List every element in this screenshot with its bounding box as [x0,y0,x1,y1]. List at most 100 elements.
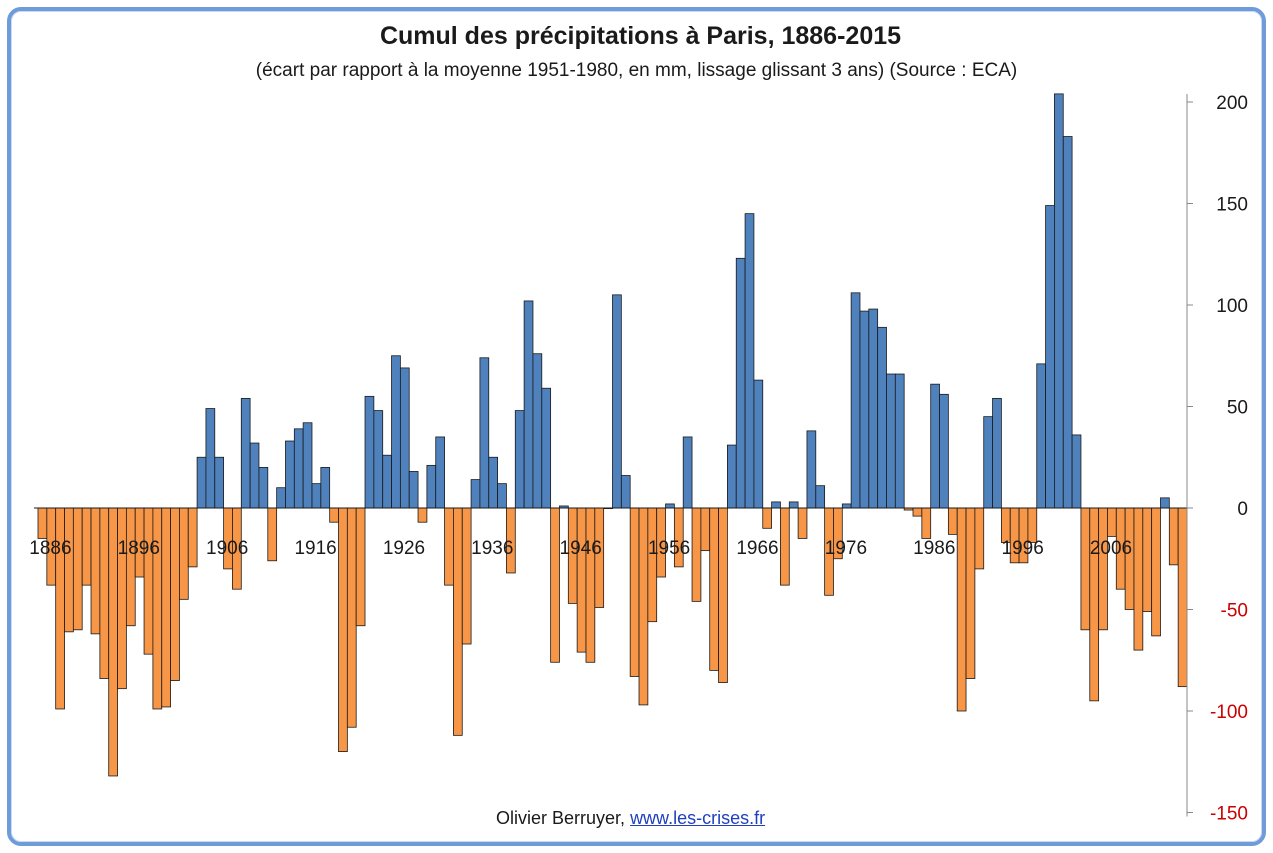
bar-1927 [399,367,410,509]
y-tick-label: -100 [1210,702,1248,723]
bar-1983 [894,373,905,509]
bar-1970 [780,507,790,586]
bar-2015 [1177,507,1188,688]
bar-1988 [939,393,949,509]
bar-2010 [1133,507,1144,651]
bar-1979 [859,310,870,509]
x-tick-label: 1916 [294,538,336,559]
bar-1905 [205,408,216,509]
bar-1900 [161,507,171,708]
bar-2014 [1168,507,1179,566]
bar-2003 [1071,434,1082,509]
y-tick-label: 100 [1216,296,1248,317]
bar-1944 [550,507,560,663]
bar-2002 [1062,136,1073,509]
bar-1972 [797,507,808,539]
bar-1962 [709,507,719,671]
bar-1957 [665,503,675,509]
bar-1890 [72,507,83,631]
bar-1960 [691,507,702,602]
bar-1980 [868,308,879,509]
y-tick-label: 150 [1216,195,1248,216]
bar-2006 [1098,507,1108,631]
y-tick-label: 0 [1237,499,1248,520]
bar-1926 [391,355,401,509]
bar-1912 [267,507,278,562]
footer-link[interactable]: www.les-crises.fr [630,808,766,828]
tick-labels-group: 200 150 100 50 0 -50 -100 -150 1886 1896 1906 1916 1… [29,93,1248,825]
footer-author: Olivier Berruyer, [496,808,626,828]
x-tick-label: 1886 [29,538,71,559]
bar-1993 [983,416,993,509]
bar-1894 [108,507,118,777]
chart-subtitle: (écart par rapport à la moyenne 1951-198… [255,60,1018,81]
bar-1913 [276,487,286,509]
bar-1895 [117,507,127,690]
bars-group [37,93,1188,777]
bar-1924 [373,410,384,509]
bar-2005 [1089,507,1100,702]
y-tick-label: 200 [1216,93,1248,114]
x-tick-label: 2006 [1090,538,1132,559]
bar-1943 [541,387,552,509]
bar-1934 [461,507,472,645]
bar-1948 [585,507,596,663]
bar-1959 [682,436,693,509]
bar-1994 [992,397,1002,509]
bar-1891 [81,507,92,586]
bar-1933 [453,507,463,736]
bar-1981 [877,326,887,509]
bar-1903 [187,507,198,568]
bar-1936 [479,357,490,509]
bar-1977 [841,503,852,509]
bar-2004 [1080,507,1091,631]
bar-1941 [523,300,534,509]
bar-1893 [99,507,110,679]
x-tick-label: 1906 [206,538,248,559]
bar-1969 [771,501,781,509]
bar-1901 [170,507,180,681]
bar-1922 [355,507,366,627]
y-tick-label: -150 [1210,804,1248,825]
bar-1911 [258,466,269,509]
bar-1930 [426,464,437,509]
x-tick-label: 1946 [560,538,602,559]
bar-1910 [249,442,260,509]
bar-1918 [320,466,331,509]
bar-1935 [470,479,481,509]
bar-1992 [974,507,985,570]
bar-1909 [240,397,251,509]
bar-1923 [364,395,375,509]
bar-1987 [930,383,940,509]
bar-1940 [514,410,525,509]
bar-1973 [806,430,817,509]
bar-1961 [700,507,711,552]
bar-2011 [1142,507,1153,612]
bar-1919 [329,507,339,523]
x-tick-label: 1936 [471,538,513,559]
chart-title: Cumul des précipitations à Paris, 1886-2… [379,22,902,50]
x-tick-label: 1966 [736,538,778,559]
bar-1902 [179,507,189,600]
bar-1929 [417,507,428,523]
bar-2012 [1151,507,1161,637]
bar-1889 [64,507,74,633]
bar-1898 [143,507,154,655]
bar-1971 [788,501,799,509]
bar-1947 [576,507,587,653]
bar-1989 [947,507,958,535]
bar-1985 [912,507,923,517]
bar-1931 [435,436,445,509]
bar-1999 [1036,363,1046,509]
bar-2000 [1045,205,1055,509]
bar-1974 [815,485,826,509]
bar-1916 [302,422,313,509]
bar-1963 [718,507,728,683]
bar-1920 [338,507,348,753]
bar-1953 [629,507,640,677]
bar-1904 [196,456,207,509]
bar-1991 [965,507,976,679]
bar-1978 [850,292,861,509]
bar-1914 [285,440,295,509]
